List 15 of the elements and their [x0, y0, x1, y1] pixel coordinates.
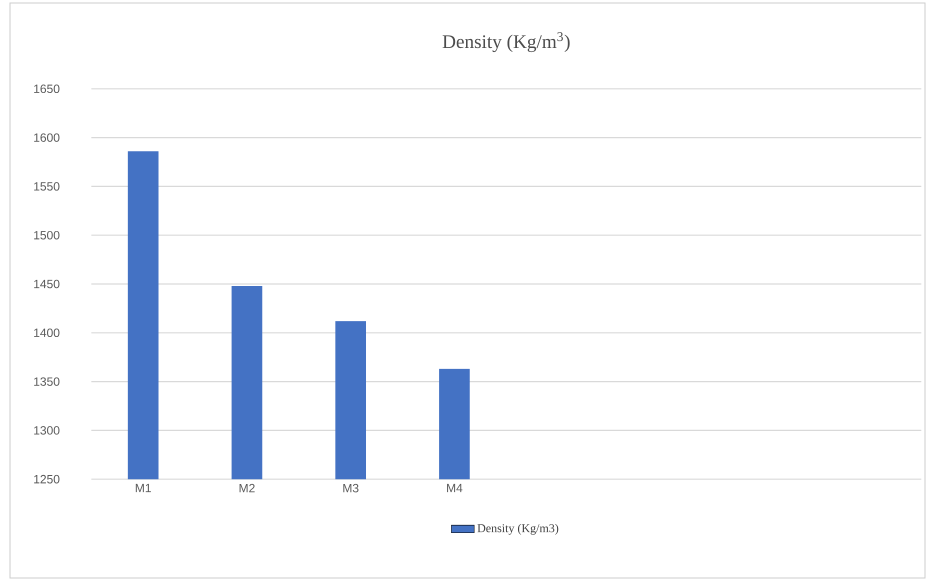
y-tick-label: 1500	[34, 230, 60, 240]
y-tick-label: 1600	[34, 133, 60, 142]
y-tick-label: 1550	[34, 182, 60, 191]
y-tick-label: 1450	[34, 280, 60, 288]
y-tick-label: 1300	[34, 426, 60, 435]
y-tick-label: 1650	[34, 84, 60, 94]
y-tick-label: 1250	[34, 474, 60, 484]
x-tick-label: M3	[343, 484, 358, 492]
legend-label: Density (Kg/m3)	[477, 524, 558, 535]
x-tick-label: M2	[240, 484, 255, 492]
y-tick-label: 1350	[34, 377, 60, 386]
chart-title: Density (Kg/m$^{3}$)	[442, 32, 570, 52]
x-tick-label: M4	[447, 484, 462, 492]
y-tick-label: 1400	[34, 328, 60, 338]
x-tick-label: M1	[136, 484, 151, 492]
